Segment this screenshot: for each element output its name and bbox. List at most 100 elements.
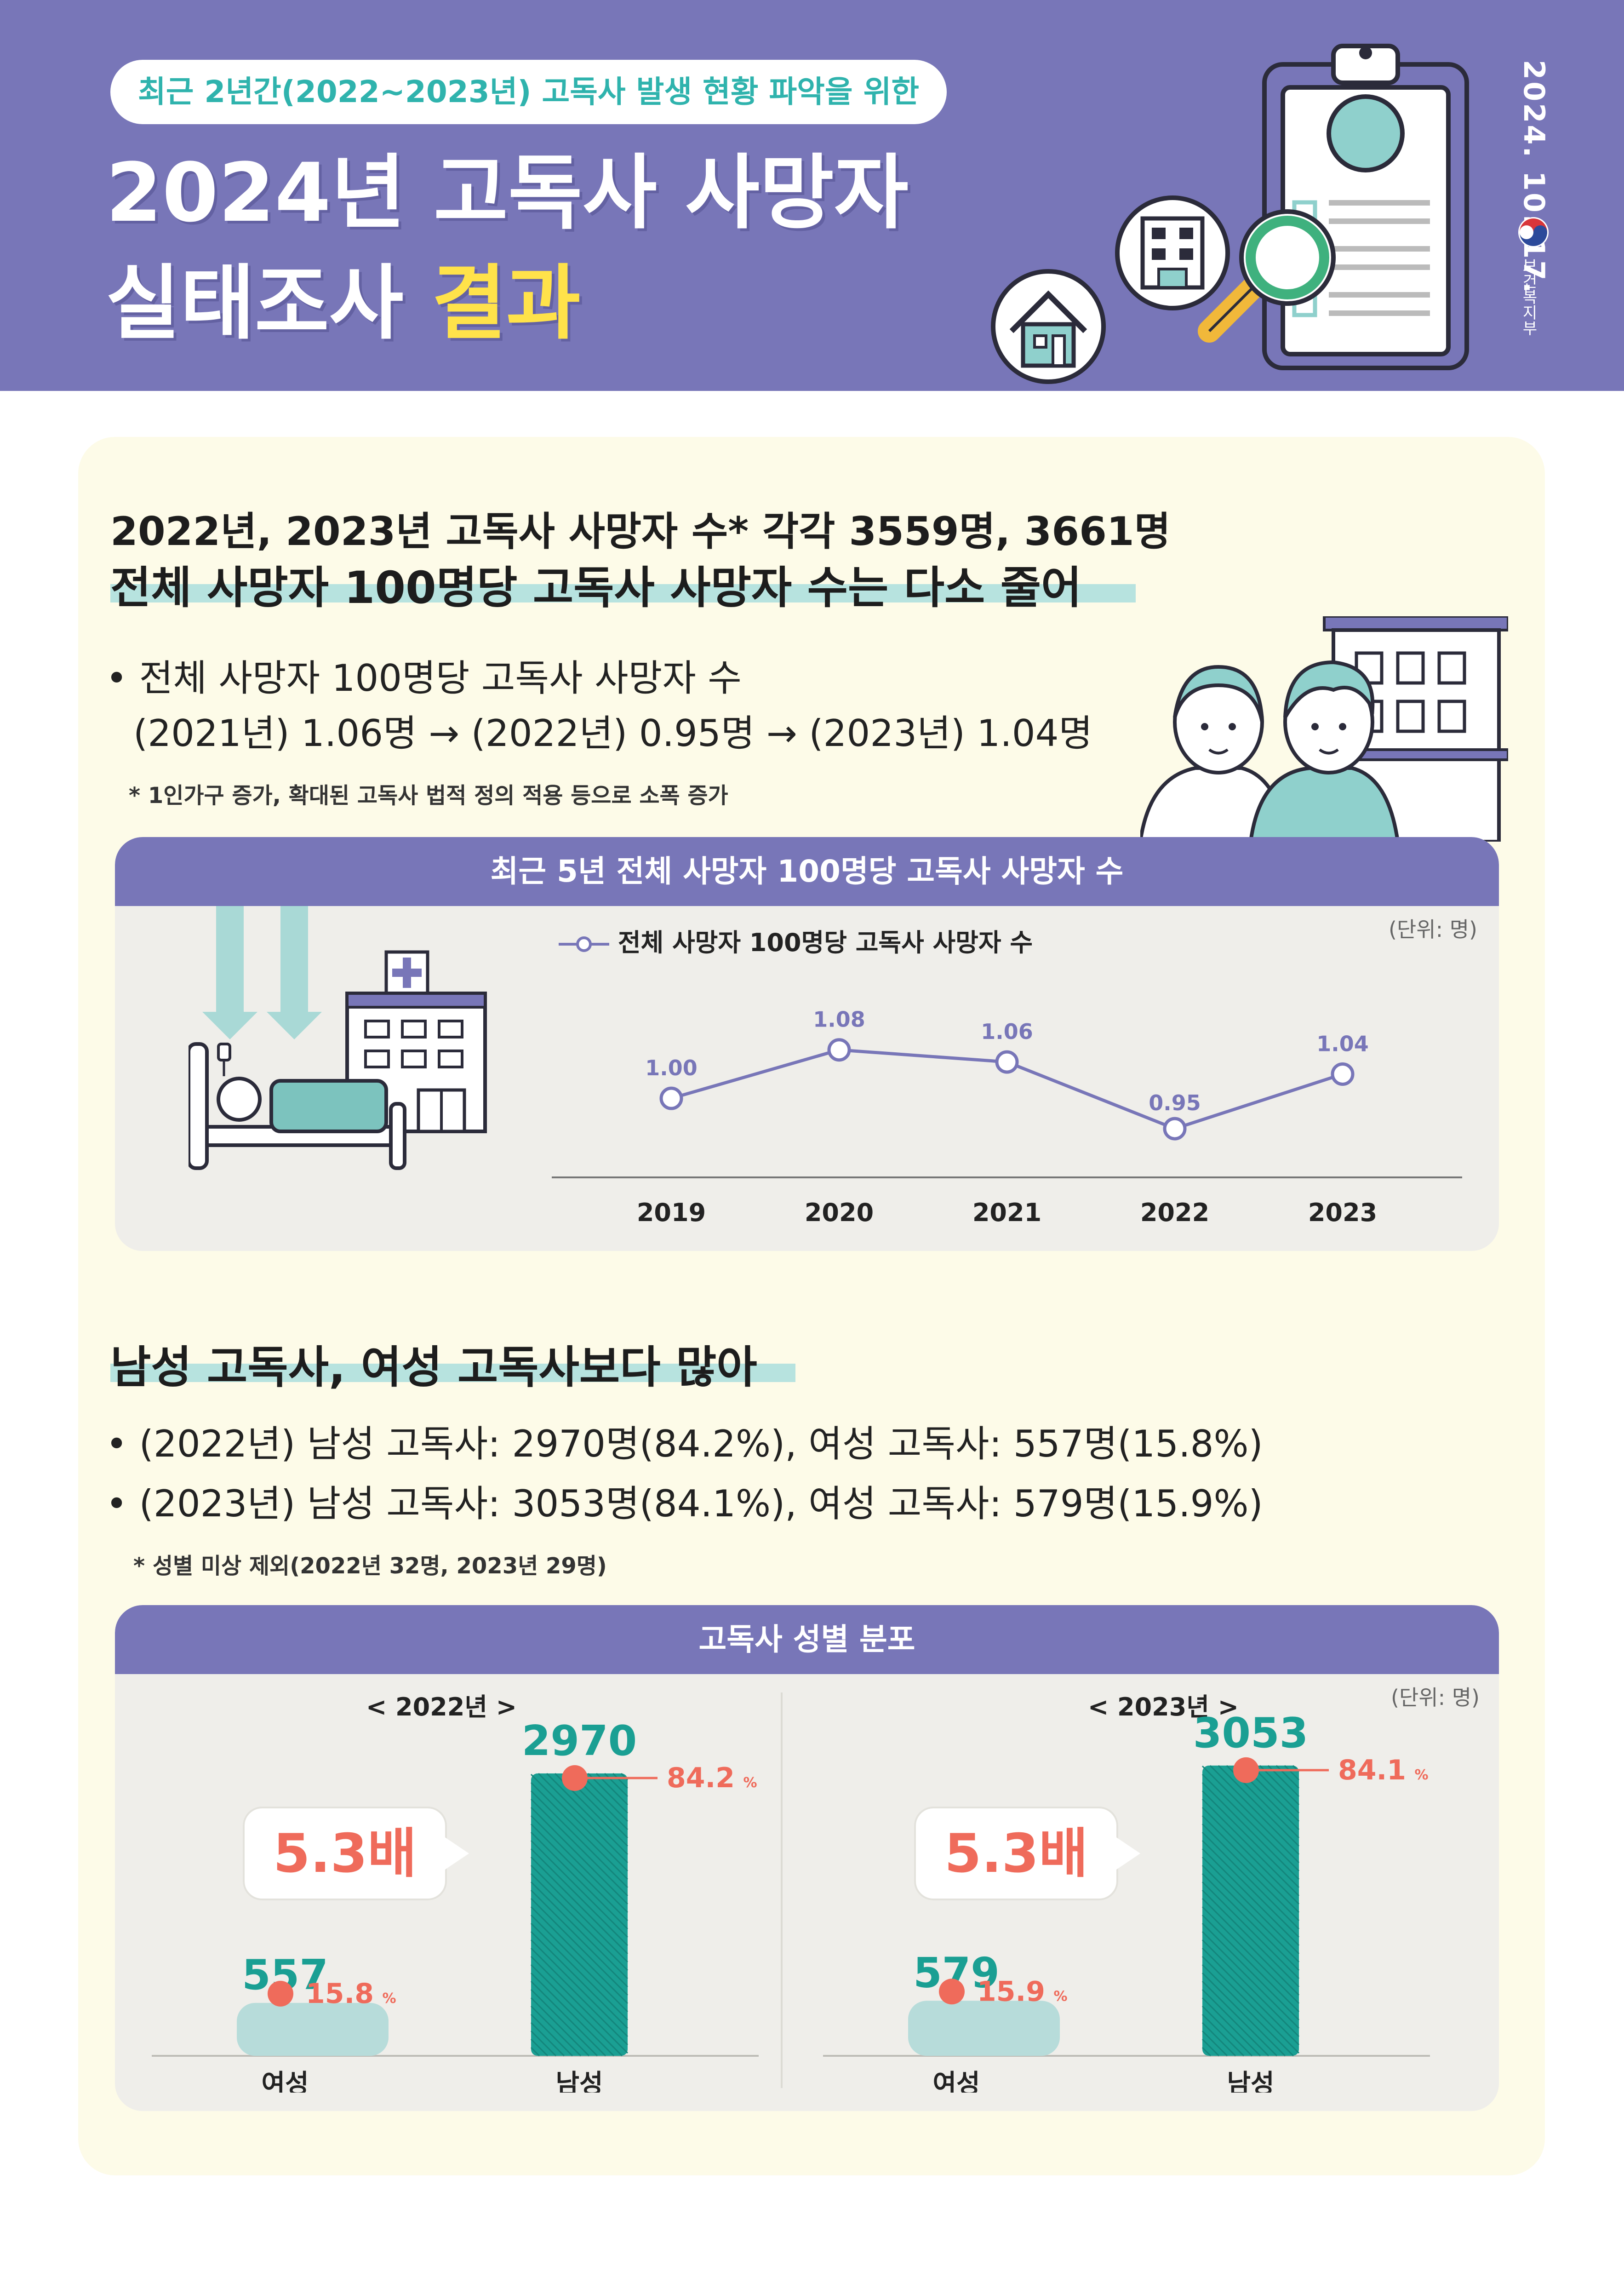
hatch-stroke <box>530 2005 582 2057</box>
subtitle-pill: 최근 2년간(2022~2023년) 고독사 발생 현황 파악을 위한 <box>110 60 947 124</box>
ratio-bubble-tail <box>445 1837 469 1870</box>
hatch-stroke <box>587 1773 629 1814</box>
value-label-남성: 3053 <box>1193 1709 1309 1757</box>
section1-bullet-2: (2021년) 1.06명 → (2022년) 0.95명 → (2023년) … <box>133 712 1093 755</box>
legend-line-marker-icon <box>559 936 609 952</box>
hatch-stroke <box>530 1947 629 2046</box>
hatch-stroke <box>530 1864 629 1963</box>
ministry-label: 보건복지부 <box>1519 258 1538 336</box>
bar-hatch <box>530 1773 629 2057</box>
hatch-stroke <box>530 1956 629 2054</box>
hatch-stroke <box>1201 1864 1300 1963</box>
section1-heading: 2022년, 2023년 고독사 사망자 수* 각각 3559명, 3661명 <box>110 509 1171 555</box>
hatch-stroke <box>538 1773 629 1864</box>
bar-여성 <box>908 2001 1060 2056</box>
hatch-stroke <box>530 1980 606 2057</box>
hatch-stroke <box>1209 1765 1300 1855</box>
ratio-bubble: 5.3배 <box>914 1807 1140 1900</box>
bar-여성 <box>237 2002 389 2056</box>
hatch-stroke <box>530 1840 629 1938</box>
percent-dot-여성 <box>939 1979 965 2005</box>
chart-divider <box>781 1692 783 2088</box>
hatch-stroke <box>1201 2022 1236 2057</box>
hatch-stroke <box>546 1773 629 1855</box>
section2-heading-wrap: 남성 고독사, 여성 고독사보다 많아 <box>110 1331 795 1395</box>
hatch-stroke <box>530 1798 629 1897</box>
hatch-stroke <box>579 1773 629 1822</box>
hatch-stroke <box>1201 2038 1220 2057</box>
ratio-bubble: 5.3배 <box>243 1807 469 1900</box>
hatch-stroke <box>530 1807 629 1905</box>
hatch-stroke <box>1201 1848 1300 1946</box>
hatch-stroke <box>530 1972 615 2057</box>
data-point-2022 <box>1163 1117 1187 1141</box>
ratio-label: 5.3배 <box>944 1823 1088 1885</box>
data-point-2021 <box>995 1050 1019 1074</box>
hatch-stroke <box>1201 2047 1212 2057</box>
hatch-stroke <box>1201 1898 1300 1996</box>
hatch-stroke <box>1201 1773 1300 1872</box>
hatch-stroke <box>530 1815 629 1913</box>
ratio-label: 5.3배 <box>273 1823 417 1885</box>
line-chart-legend: 전체 사망자 100명당 고독사 사망자 수 <box>559 922 1033 958</box>
hatch-stroke <box>1201 2030 1228 2057</box>
data-label-2019: 1.00 <box>645 1056 698 1080</box>
percent-unit: % <box>377 1991 396 2007</box>
section2-bullet-2: • (2023년) 남성 고독사: 3053명(84.1%), 여성 고독사: … <box>106 1482 1263 1525</box>
hatch-stroke <box>530 1997 590 2057</box>
hatch-stroke <box>1201 1782 1300 1880</box>
hatch-stroke <box>530 2014 573 2057</box>
data-point-2020 <box>827 1038 851 1062</box>
data-label-2022: 0.95 <box>1149 1090 1201 1115</box>
hospital-bed-illustration-icon <box>189 906 487 1170</box>
percent-dot-여성 <box>268 1980 293 2007</box>
title-line-2-a: 실태조사 <box>106 256 432 350</box>
data-label-2020: 1.08 <box>813 1007 865 1032</box>
hatch-stroke <box>530 1989 598 2057</box>
category-label-남성: 남성 <box>555 2069 603 2093</box>
hatch-stroke <box>530 1823 629 1922</box>
category-label-여성: 여성 <box>261 2069 309 2093</box>
hatch-stroke <box>530 1914 629 2013</box>
hatch-stroke <box>530 1889 629 1988</box>
hatch-stroke <box>1201 1956 1300 2054</box>
section2-heading: 남성 고독사, 여성 고독사보다 많아 <box>110 1342 757 1393</box>
line-chart-svg: 1.00 2019 1.08 2020 1.06 2021 0.95 2022 1.04 2023 <box>552 1007 1462 1227</box>
clipboard-illustration-icon <box>991 44 1469 384</box>
hatch-stroke <box>530 1782 629 1880</box>
x-tick-2021: 2021 <box>972 1198 1041 1227</box>
hatch-stroke <box>1201 1856 1300 1955</box>
section2-note: * 성별 미상 제외(2022년 32명, 2023년 29명) <box>133 1553 607 1579</box>
gender-chart-unit: (단위: 명) <box>1391 1685 1480 1710</box>
x-tick-2023: 2023 <box>1308 1198 1377 1227</box>
hatch-stroke <box>1201 1873 1300 1971</box>
title-highlight: 결과 <box>431 256 581 350</box>
category-label-남성: 남성 <box>1227 2069 1274 2093</box>
bar-chart-title: < 2022년 > <box>366 1692 517 1721</box>
hatch-stroke <box>530 1873 629 1971</box>
x-tick-2022: 2022 <box>1140 1198 1209 1227</box>
category-label-여성: 여성 <box>932 2069 980 2093</box>
date-label: 2024. 10. 17. <box>1517 60 1551 295</box>
hatch-stroke <box>1201 1980 1278 2057</box>
bar-chart-title: < 2023년 > <box>1088 1692 1239 1721</box>
data-label-2023: 1.04 <box>1316 1031 1369 1056</box>
section1-bullet-1: • 전체 사망자 100명당 고독사 사망자 수 <box>106 657 742 700</box>
highlight-bar-2 <box>110 1364 795 1382</box>
page-title: 2024년 고독사 사망자 실태조사 결과 <box>106 138 909 359</box>
hatch-stroke <box>1201 1989 1269 2057</box>
hatch-stroke <box>1201 2005 1253 2057</box>
hatch-stroke <box>530 1831 629 1930</box>
gender-chart-header: 고독사 성별 분포 <box>115 1605 1499 1674</box>
x-tick-2020: 2020 <box>805 1198 874 1227</box>
data-point-2023 <box>1331 1062 1355 1086</box>
hatch-stroke <box>1201 1964 1294 2057</box>
hatch-stroke <box>1201 2014 1245 2057</box>
hatch-stroke <box>530 2038 549 2057</box>
hatch-stroke <box>1218 1765 1300 1847</box>
hatch-stroke <box>530 2022 565 2057</box>
percent-label-남성: 84.2 % <box>667 1762 757 1794</box>
hatch-stroke <box>1201 1765 1300 1864</box>
percent-unit: % <box>1410 1767 1429 1783</box>
data-label-2021: 1.06 <box>981 1019 1033 1044</box>
